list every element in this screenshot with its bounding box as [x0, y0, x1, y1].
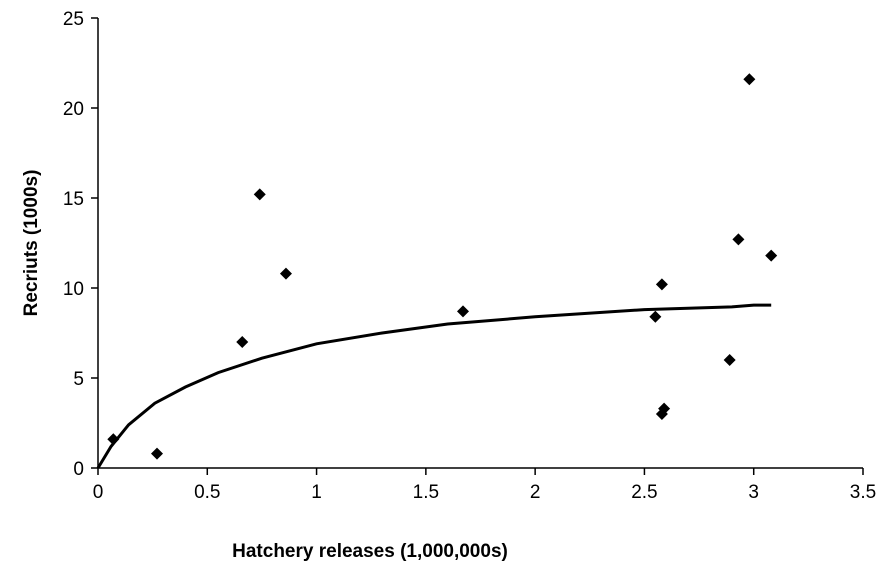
x-tick-label: 2.5: [631, 482, 657, 503]
scatter-point: [107, 433, 120, 446]
y-tick-label: 0: [73, 459, 84, 480]
y-tick-label: 20: [63, 99, 84, 120]
scatter-point: [236, 336, 249, 348]
x-tick-label: 3: [748, 482, 759, 503]
y-tick-label: 25: [63, 9, 84, 30]
scatter-point: [457, 305, 470, 318]
y-tick-label: 10: [63, 279, 84, 300]
x-tick-label: 1: [311, 482, 322, 503]
data-points: [107, 73, 778, 460]
x-axis-ticks: 0 0.5 1 1.5 2 2.5 3 3.5: [93, 468, 876, 503]
y-axis-title: Recriuts (1000s): [21, 170, 42, 317]
axes: [97, 18, 863, 469]
x-tick-label: 0.5: [194, 482, 220, 503]
x-tick-label: 1.5: [413, 482, 439, 503]
scatter-point: [279, 267, 292, 280]
scatter-point: [658, 402, 671, 415]
fitted-curve: [96, 303, 772, 469]
y-tick-label: 15: [63, 189, 84, 210]
scatter-point: [723, 354, 736, 366]
scatter-point: [732, 233, 745, 246]
scatter-point: [151, 447, 164, 460]
scatter-point: [253, 188, 266, 201]
scatter-point: [765, 249, 778, 262]
scatter-point: [649, 310, 662, 323]
y-axis-ticks: 0 5 10 15 20 25: [63, 9, 98, 480]
x-axis-title: Hatchery releases (1,000,000s): [232, 541, 508, 562]
scatter-point: [655, 278, 668, 291]
x-tick-label: 3.5: [850, 482, 876, 503]
y-tick-label: 5: [73, 369, 84, 390]
x-tick-label: 0: [93, 482, 104, 503]
scatter-point: [743, 73, 756, 86]
x-tick-label: 2: [530, 482, 541, 503]
